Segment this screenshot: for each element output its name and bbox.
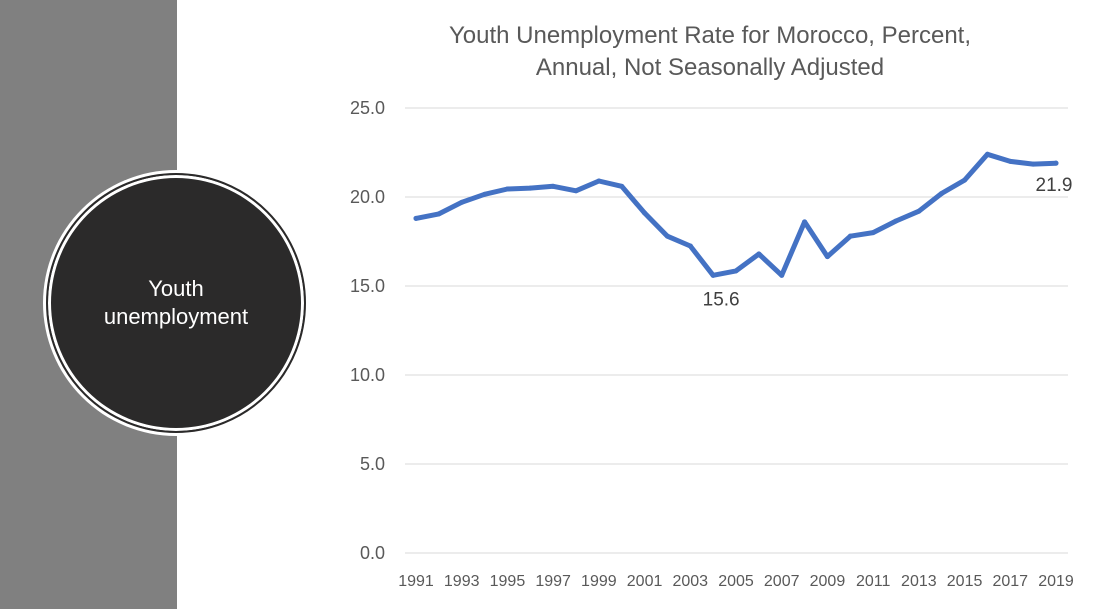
- x-tick-label: 2015: [947, 573, 983, 590]
- series-layer: [413, 151, 1059, 278]
- x-tick-label: 1991: [398, 573, 434, 590]
- y-tick-label: 15.0: [350, 276, 385, 296]
- data-point: [550, 183, 556, 189]
- data-point: [824, 254, 830, 260]
- x-tick-label: 2001: [627, 573, 663, 590]
- x-axis-ticks: 1991 1993 1995 1997 1999 2001 2003 2005 2007 2009…: [398, 573, 1074, 590]
- gridlines: [405, 107, 1068, 554]
- x-tick-label: 2011: [856, 573, 891, 590]
- x-tick-label: 2009: [810, 573, 846, 590]
- chart-title-line2: Annual, Not Seasonally Adjusted: [535, 54, 885, 81]
- y-tick-label: 25.0: [350, 98, 385, 118]
- y-tick-label: 5.0: [360, 454, 385, 474]
- circle-badge: [46, 173, 306, 433]
- circle-label-line1: Youth: [148, 276, 204, 301]
- y-tick-label: 0.0: [360, 543, 385, 563]
- data-point: [527, 185, 533, 191]
- data-point: [802, 219, 808, 225]
- data-point: [893, 218, 899, 224]
- data-point: [870, 230, 876, 236]
- data-point: [710, 272, 716, 278]
- data-point: [596, 178, 602, 184]
- data-point: [436, 211, 442, 217]
- chart-title-line1: Youth Unemployment Rate for Morocco, Per…: [448, 22, 972, 49]
- data-point: [733, 268, 739, 274]
- x-tick-label: 2003: [672, 573, 708, 590]
- y-tick-label: 10.0: [350, 365, 385, 385]
- data-point: [939, 190, 945, 196]
- data-point: [573, 188, 579, 194]
- x-tick-label: 1995: [490, 573, 526, 590]
- y-axis-ticks: 0.0 5.0 10.0 15.0 20.0 25.0: [350, 98, 385, 563]
- data-point: [413, 215, 419, 221]
- data-point: [1053, 160, 1059, 166]
- x-tick-label: 1997: [535, 573, 571, 590]
- data-point: [1030, 161, 1036, 167]
- data-point: [779, 272, 785, 278]
- data-point: [459, 199, 465, 205]
- x-tick-label: 2017: [992, 573, 1028, 590]
- data-point: [642, 210, 648, 216]
- x-tick-label: 2007: [764, 573, 800, 590]
- data-point: [984, 151, 990, 157]
- data-label: 21.9: [1036, 175, 1073, 196]
- x-tick-label: 1999: [581, 573, 617, 590]
- data-labels: 15.6 21.9: [703, 175, 1073, 310]
- circle-badge-label: Youth unemployment: [46, 173, 306, 433]
- chart-title: Youth Unemployment Rate for Morocco, Per…: [390, 20, 1030, 84]
- x-tick-label: 2013: [901, 573, 937, 590]
- data-point: [482, 191, 488, 197]
- data-point: [664, 233, 670, 239]
- data-label: 15.6: [703, 289, 740, 310]
- data-point: [619, 183, 625, 189]
- x-tick-label: 2019: [1038, 573, 1074, 590]
- data-point: [687, 243, 693, 249]
- x-tick-label: 1993: [444, 573, 480, 590]
- circle-label-line2: unemployment: [103, 304, 249, 329]
- x-tick-label: 2005: [718, 573, 754, 590]
- data-point: [756, 251, 762, 257]
- data-point: [1007, 158, 1013, 164]
- y-tick-label: 20.0: [350, 187, 385, 207]
- data-point: [962, 177, 968, 183]
- data-point: [504, 186, 510, 192]
- series-line: [413, 151, 1059, 278]
- data-point: [847, 233, 853, 239]
- data-point: [916, 208, 922, 214]
